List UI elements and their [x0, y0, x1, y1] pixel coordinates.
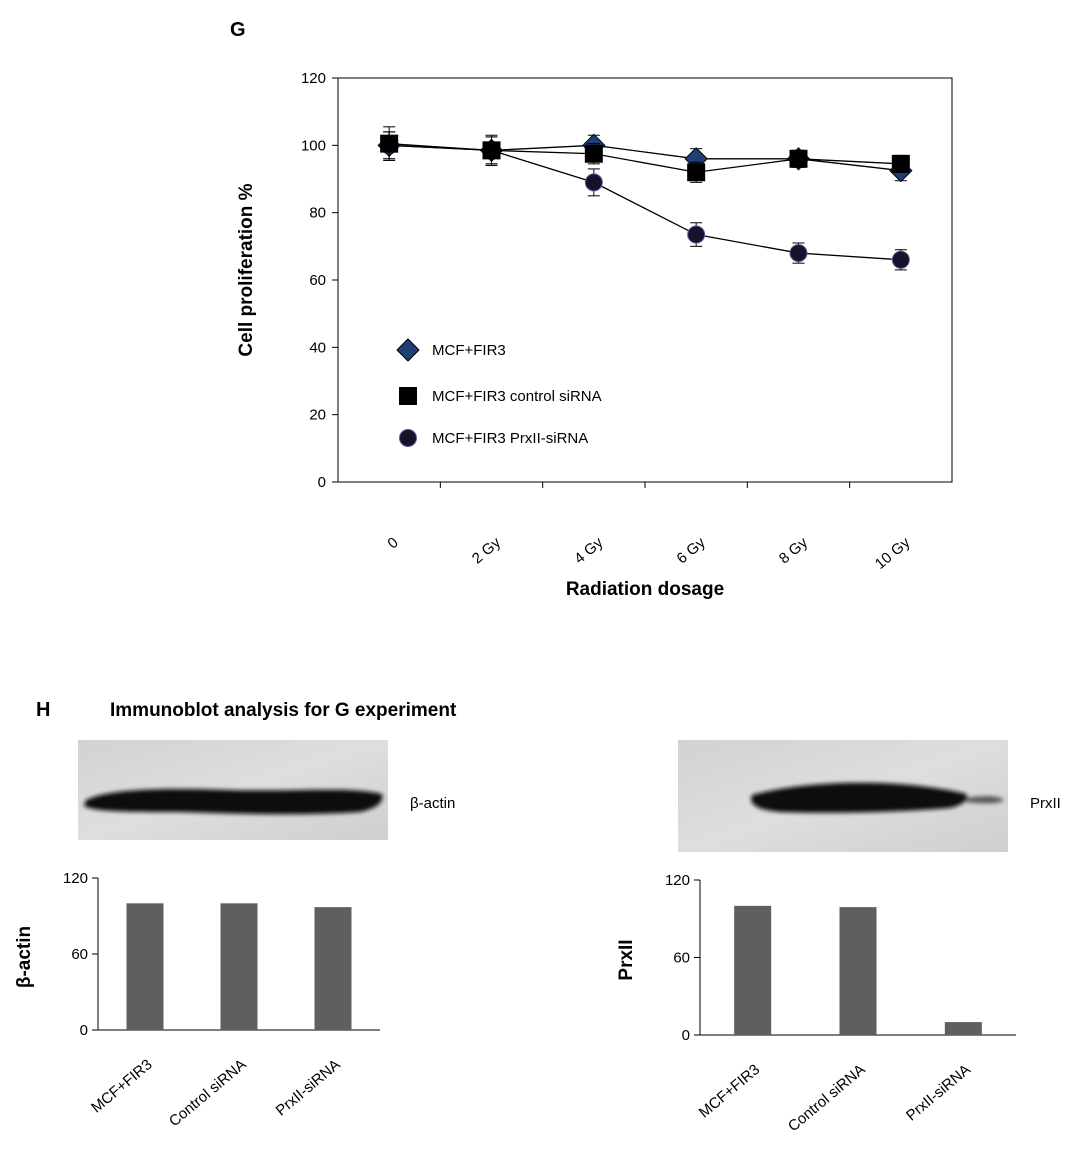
x-tick-label: 8 Gy [776, 534, 812, 568]
series-line [389, 143, 901, 173]
data-point [687, 163, 706, 182]
plot-frame [337, 77, 953, 483]
y-axis-title: PrxII [616, 939, 637, 980]
y-tick-label: 0 [80, 1022, 88, 1039]
data-point [687, 225, 706, 244]
x-tick-label: PrxII-siRNA [903, 1061, 974, 1124]
beta-actin-bar-chart: 0 60 120 MCF+FIR3 Control siRNA PrxII-siRNA β-… [14, 870, 380, 1130]
y-tick-label: 60 [309, 272, 326, 289]
x-tick-label: 6 Gy [674, 534, 710, 568]
legend-label: MCF+FIR3 control siRNA [432, 388, 602, 405]
data-point [380, 134, 399, 153]
data-point [482, 141, 501, 160]
bar [314, 907, 352, 1030]
y-tick-label: 0 [318, 474, 326, 491]
proliferation-line-chart: 0 20 40 60 80 100 120 0 2 Gy 4 Gy 6 Gy 8 Gy 10 Gy Cel… [236, 70, 953, 600]
legend-marker [399, 429, 417, 447]
x-tick-label: PrxII-siRNA [273, 1056, 344, 1119]
x-tick-label: Control siRNA [166, 1056, 250, 1130]
x-tick-label: Control siRNA [785, 1061, 869, 1135]
legend: MCF+FIR3 MCF+FIR3 control siRNA MCF+FIR3 P… [396, 338, 602, 447]
data-point [789, 149, 808, 168]
panel-g-letter: G [230, 19, 246, 41]
data-point [891, 250, 910, 269]
y-tick-label: 60 [71, 946, 88, 963]
data-point [584, 144, 603, 163]
prxii-blot-label: PrxII [1030, 795, 1061, 812]
prxii-blot-image [678, 740, 1008, 852]
x-tick-label: 0 [384, 534, 401, 552]
beta-actin-blot-label: β-actin [410, 795, 455, 812]
legend-marker [399, 387, 417, 405]
y-tick-label: 20 [309, 407, 326, 424]
legend-label: MCF+FIR3 [432, 342, 506, 359]
beta-actin-blot-image [78, 740, 388, 840]
bar [126, 903, 164, 1030]
y-tick-label: 120 [63, 870, 88, 887]
x-tick-label: MCF+FIR3 [696, 1061, 763, 1121]
prxii-bar-chart: 0 60 120 MCF+FIR3 Control siRNA PrxII-siRNA Pr… [616, 872, 1016, 1135]
y-axis-title: Cell proliferation % [236, 183, 257, 356]
panel-h-letter: H [36, 699, 50, 721]
y-tick-label: 120 [665, 872, 690, 889]
legend-marker [396, 338, 420, 362]
series-square [380, 126, 910, 183]
bar [734, 905, 772, 1035]
bar [944, 1022, 982, 1035]
x-tick-label: 4 Gy [571, 534, 607, 568]
x-tick-label: 2 Gy [469, 534, 505, 568]
y-tick-label: 40 [309, 339, 326, 356]
bar [220, 903, 258, 1030]
data-point [891, 154, 910, 173]
y-tick-label: 0 [682, 1027, 690, 1044]
y-tick-label: 60 [673, 950, 690, 967]
data-point [789, 244, 808, 263]
series-diamond [377, 131, 913, 183]
y-tick-label: 100 [301, 137, 326, 154]
x-tick-label: 10 Gy [872, 534, 914, 573]
data-point [584, 173, 603, 192]
x-axis-title: Radiation dosage [566, 579, 724, 600]
y-tick-label: 80 [309, 205, 326, 222]
legend-label: MCF+FIR3 PrxII-siRNA [432, 430, 588, 447]
y-axis-title: β-actin [14, 926, 35, 988]
y-tick-label: 120 [301, 70, 326, 87]
bar [839, 907, 877, 1035]
panel-h-subtitle: Immunoblot analysis for G experiment [110, 700, 457, 721]
x-tick-label: MCF+FIR3 [88, 1056, 155, 1116]
